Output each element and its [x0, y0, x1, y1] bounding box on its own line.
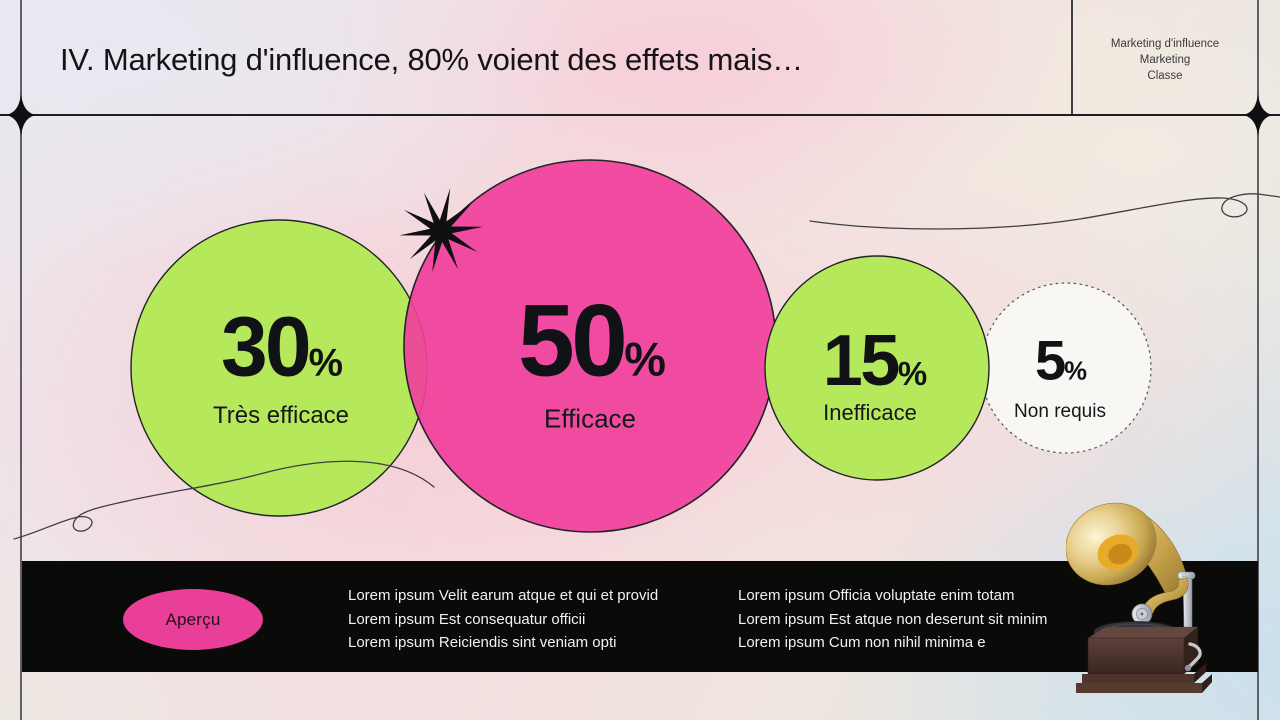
- squiggle-line-top: [809, 193, 1280, 230]
- squiggle-line-bottom: [13, 460, 435, 540]
- starburst-icon: [399, 187, 484, 273]
- footer-line: Lorem ipsum Est consequatur officii: [348, 610, 586, 628]
- footer-bar: Aperçu Lorem ipsum Velit earum atque et …: [22, 561, 1258, 672]
- stat-efficace-label: Efficace: [543, 403, 637, 434]
- footer-line: Lorem ipsum Officia voluptate enim totam: [738, 587, 1015, 604]
- gramophone-image: [1066, 502, 1212, 693]
- stat-percent-sign: %: [897, 356, 928, 393]
- bubble-inefficace: [764, 255, 990, 481]
- stat-number: 15: [822, 321, 901, 401]
- corner-note-line: Classe: [1147, 70, 1183, 82]
- stat-inefficace-value: 15%: [823, 320, 928, 402]
- frame-line-corner-box: [1071, 0, 1073, 115]
- sparkle-left-icon: [6, 94, 36, 136]
- stat-number: 30: [221, 299, 311, 394]
- stat-percent-sign: %: [624, 333, 667, 386]
- footer-column-2: Lorem ipsum Officia voluptate enim totam…: [738, 584, 1047, 655]
- footer-line: Lorem ipsum Velit earum atque et qui et …: [348, 587, 659, 604]
- bubble-non-requis: [980, 282, 1152, 454]
- stat-number: 50: [517, 283, 628, 398]
- footer-line: Lorem ipsum Reiciendis sint veniam opti: [348, 634, 617, 651]
- frame-line-left: [20, 0, 22, 720]
- stat-non-requis-label: Non requis: [1014, 401, 1106, 422]
- footer-line: Lorem ipsum Cum non nihil minima e: [738, 634, 986, 651]
- stat-inefficace-label: Inefficace: [823, 400, 917, 425]
- stat-tres-efficace-label: Très efficace: [212, 402, 350, 429]
- page-title: IV. Marketing d'influence, 80% voient de…: [60, 42, 803, 77]
- sparkle-right-icon: [1243, 94, 1273, 136]
- stat-number: 5: [1034, 328, 1066, 392]
- stat-percent-sign: %: [308, 341, 343, 385]
- stat-tres-efficace-value: 30%: [221, 299, 343, 396]
- footer-line: Lorem ipsum Est atque non deserunt sit m…: [738, 610, 1048, 628]
- stat-non-requis-value: 5%: [1035, 328, 1087, 393]
- stat-percent-sign: %: [1064, 357, 1088, 386]
- stat-efficace-value: 50%: [518, 283, 666, 400]
- corner-note-line: Marketing d'influence: [1110, 38, 1220, 50]
- frame-line-right: [1257, 0, 1259, 720]
- corner-note-line: Marketing: [1139, 54, 1191, 66]
- footer-column-1: Lorem ipsum Velit earum atque et qui et …: [348, 584, 658, 655]
- corner-note: Marketing d'influence Marketing Classe: [1072, 36, 1258, 84]
- frame-line-horizontal: [0, 114, 1280, 116]
- preview-badge: Aperçu: [123, 589, 263, 650]
